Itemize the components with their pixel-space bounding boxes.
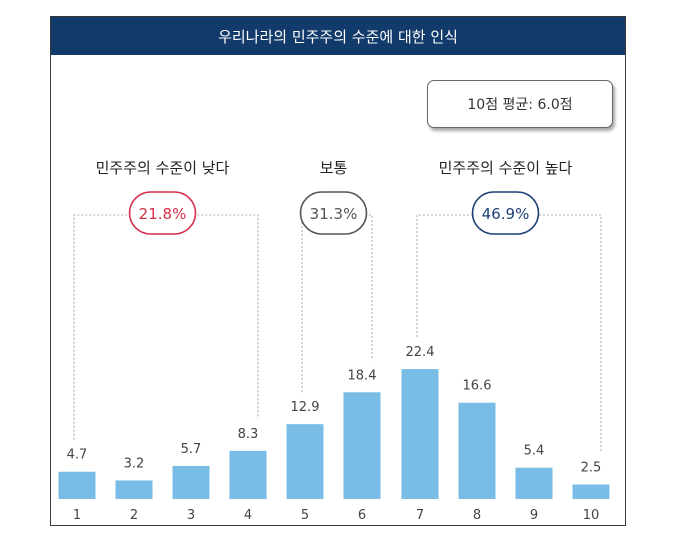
x-tick-8: 8 <box>473 508 481 523</box>
group-label-1: 보통 <box>320 159 348 177</box>
data-label-8: 16.6 <box>463 379 492 394</box>
group-percent-1: 31.3% <box>310 205 358 223</box>
x-tick-10: 10 <box>583 508 600 523</box>
group-oval-0 <box>128 191 197 235</box>
x-tick-5: 5 <box>301 508 309 523</box>
data-label-1: 4.7 <box>67 448 88 463</box>
x-tick-7: 7 <box>416 508 424 523</box>
group-oval-1 <box>299 191 368 235</box>
bar-8 <box>458 402 496 499</box>
data-label-10: 2.5 <box>581 461 602 476</box>
bar-6 <box>343 392 381 499</box>
data-label-7: 22.4 <box>406 345 435 360</box>
group-label-2: 민주주의 수준이 높다 <box>439 159 573 177</box>
x-tick-1: 1 <box>73 508 81 523</box>
group-oval-2 <box>471 191 540 235</box>
bar-7 <box>401 369 439 499</box>
chart-frame: 우리나라의 민주주의 수준에 대한 인식 10점 평균: 6.0점 <box>50 16 626 526</box>
x-tick-9: 9 <box>530 508 538 523</box>
bar-4 <box>229 450 267 499</box>
bar-9 <box>515 467 553 499</box>
group-bracket-2 <box>416 214 602 453</box>
group-bracket-1 <box>301 214 373 393</box>
bar-1 <box>58 471 96 499</box>
data-label-2: 3.2 <box>124 456 145 471</box>
data-label-4: 8.3 <box>238 427 259 442</box>
data-label-5: 12.9 <box>291 400 320 415</box>
group-percent-2: 46.9% <box>482 205 530 223</box>
data-label-6: 18.4 <box>348 368 377 383</box>
chart-title: 우리나라의 민주주의 수준에 대한 인식 <box>51 17 625 55</box>
bar-3 <box>172 465 210 499</box>
x-tick-3: 3 <box>187 508 195 523</box>
data-label-9: 5.4 <box>524 444 545 459</box>
bar-2 <box>115 480 153 499</box>
group-percent-0: 21.8% <box>139 205 187 223</box>
bar-10 <box>572 484 610 499</box>
x-tick-6: 6 <box>358 508 366 523</box>
x-tick-2: 2 <box>130 508 138 523</box>
group-bracket-0 <box>73 214 259 440</box>
data-label-3: 5.7 <box>181 442 202 457</box>
x-tick-4: 4 <box>244 508 252 523</box>
bar-5 <box>286 424 324 499</box>
average-score-box: 10점 평균: 6.0점 <box>427 80 613 128</box>
group-label-0: 민주주의 수준이 낮다 <box>96 159 230 177</box>
